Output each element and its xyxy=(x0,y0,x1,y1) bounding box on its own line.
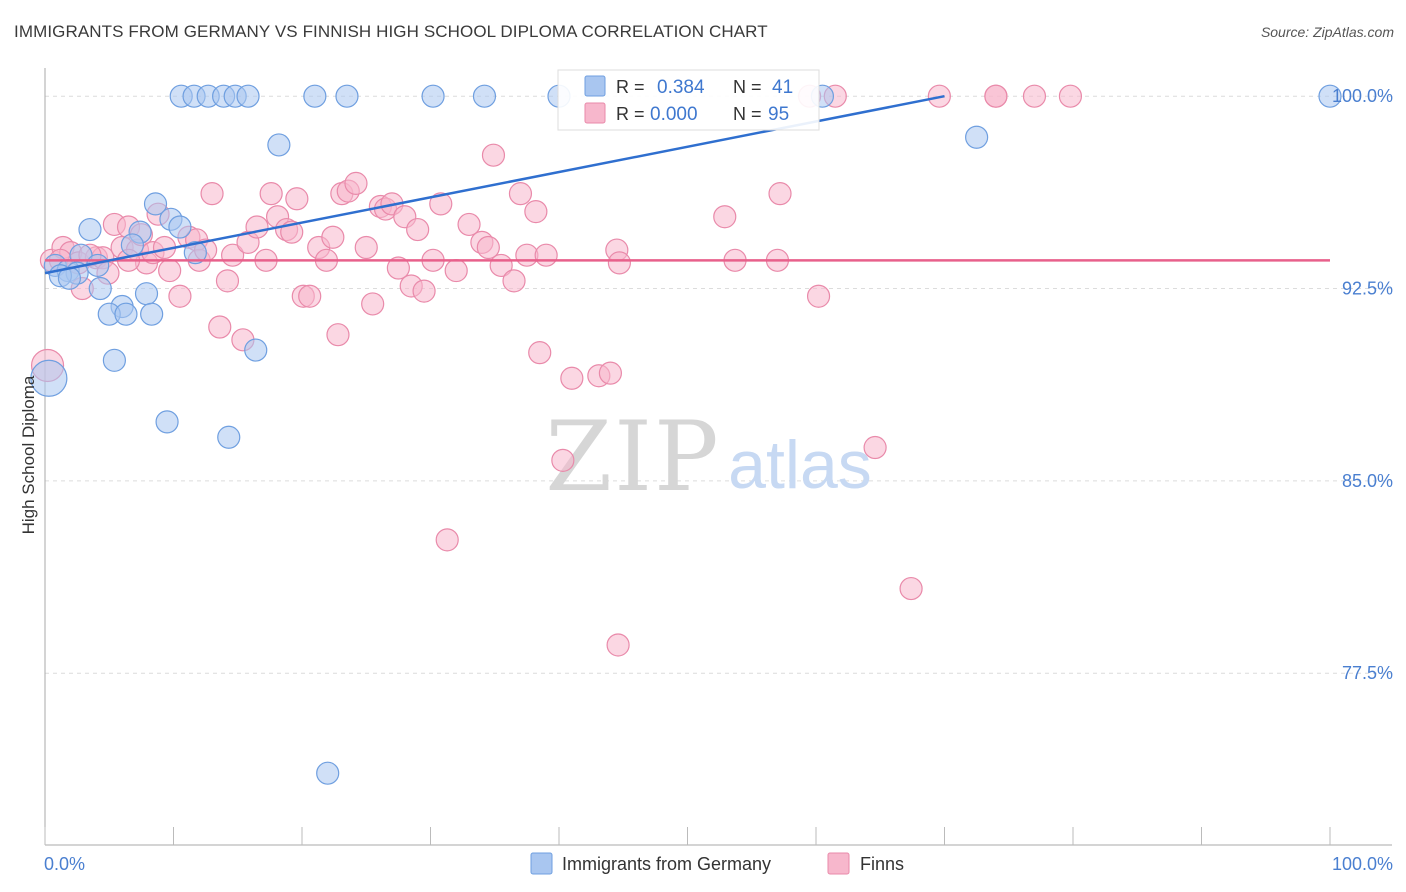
point-immigrants-from-germany xyxy=(120,233,144,257)
point-finns xyxy=(344,171,368,195)
point-finns xyxy=(200,182,224,206)
point-finns xyxy=(168,284,192,308)
point-finns xyxy=(551,448,575,472)
stats-legend: R = 0.384 N = 41 R = 0.000 N = 95 xyxy=(557,69,820,131)
y-tick-label: 100.0% xyxy=(1332,86,1393,106)
point-immigrants-from-germany xyxy=(102,348,126,372)
watermark-atlas: atlas xyxy=(728,427,872,503)
point-immigrants-from-germany xyxy=(303,84,327,108)
point-finns xyxy=(429,192,453,216)
point-finns xyxy=(444,258,468,283)
point-finns xyxy=(984,84,1008,108)
point-immigrants-from-germany xyxy=(316,761,340,785)
point-finns xyxy=(285,187,309,211)
point-immigrants-from-germany xyxy=(335,84,359,108)
point-finns xyxy=(326,323,350,347)
point-finns xyxy=(598,361,623,385)
point-finns xyxy=(534,243,558,267)
y-tick-label: 77.5% xyxy=(1342,663,1393,683)
x-tick-label: 0.0% xyxy=(44,854,85,874)
legend-label-immigrants[interactable]: Immigrants from Germany xyxy=(562,854,771,874)
point-finns xyxy=(481,143,506,167)
point-immigrants-from-germany xyxy=(1318,84,1342,108)
point-finns xyxy=(208,315,232,339)
point-immigrants-from-germany xyxy=(244,338,268,362)
stats-n-value-b: 95 xyxy=(768,104,789,125)
point-finns xyxy=(158,258,182,283)
point-finns xyxy=(386,256,410,280)
point-immigrants-from-germany xyxy=(168,215,192,239)
axes xyxy=(44,68,1392,846)
point-immigrants-from-germany xyxy=(140,302,164,326)
point-finns xyxy=(502,269,526,293)
bottom-legend: Immigrants from Germany Finns xyxy=(530,852,904,875)
point-finns xyxy=(528,341,552,365)
point-finns xyxy=(606,633,630,657)
y-tick-label: 85.0% xyxy=(1342,471,1393,491)
y-tick-labels: 100.0% 92.5% 85.0% 77.5% xyxy=(1332,86,1393,683)
legend-swatch-finns[interactable] xyxy=(827,852,850,875)
point-immigrants-from-germany xyxy=(88,276,112,301)
grid-lines xyxy=(45,95,1392,674)
point-finns xyxy=(321,225,345,249)
point-finns xyxy=(806,284,831,308)
point-finns xyxy=(560,366,584,390)
point-finns xyxy=(1022,84,1047,108)
point-finns xyxy=(1058,84,1083,108)
point-finns xyxy=(713,205,737,229)
point-finns xyxy=(215,269,240,293)
point-finns xyxy=(361,292,385,316)
point-finns xyxy=(899,576,923,601)
stats-r-value-a: 0.384 xyxy=(657,77,705,98)
stats-n-value-a: 41 xyxy=(772,77,793,98)
source-credit: Source: ZipAtlas.com xyxy=(1260,24,1394,40)
stats-swatch-finns xyxy=(584,102,606,124)
point-finns xyxy=(435,528,459,552)
point-finns xyxy=(259,182,283,206)
point-immigrants-from-germany xyxy=(155,410,179,434)
point-immigrants-from-germany xyxy=(421,84,445,108)
chart-title: IMMIGRANTS FROM GERMANY VS FINNISH HIGH … xyxy=(14,22,768,41)
series-immigrants-from-germany xyxy=(30,84,1342,785)
point-immigrants-from-germany xyxy=(236,84,260,108)
point-finns xyxy=(406,217,430,242)
point-finns xyxy=(354,235,378,260)
point-immigrants-from-germany xyxy=(183,241,207,265)
watermark: ZIP atlas xyxy=(545,401,871,513)
point-finns xyxy=(607,251,631,275)
point-immigrants-from-germany xyxy=(143,192,168,216)
point-immigrants-from-germany xyxy=(114,302,138,326)
y-tick-label: 92.5% xyxy=(1342,279,1393,299)
point-finns xyxy=(457,212,481,237)
legend-swatch-immigrants[interactable] xyxy=(530,852,553,875)
point-finns xyxy=(412,279,436,303)
point-immigrants-from-germany xyxy=(30,359,68,397)
point-immigrants-from-germany xyxy=(78,217,102,242)
point-immigrants-from-germany xyxy=(217,425,241,449)
stats-n-label-a: N = xyxy=(733,77,762,97)
watermark-zip: ZIP xyxy=(545,401,720,513)
point-immigrants-from-germany xyxy=(267,133,291,157)
point-immigrants-from-germany xyxy=(472,84,497,108)
point-immigrants-from-germany xyxy=(134,282,159,306)
stats-n-label-b: N = xyxy=(733,104,762,124)
point-finns xyxy=(768,182,792,206)
x-tick-label: 100.0% xyxy=(1332,854,1393,874)
point-finns xyxy=(476,235,500,260)
x-tick-labels: 0.0% 100.0% xyxy=(44,854,1393,874)
stats-r-value-b: 0.000 xyxy=(650,104,698,125)
stats-r-label-a: R = xyxy=(616,77,645,97)
stats-swatch-immigrants xyxy=(584,75,606,97)
y-axis-label: High School Diploma xyxy=(19,375,38,534)
series-finns xyxy=(30,84,1083,657)
point-finns xyxy=(245,215,269,239)
point-immigrants-from-germany xyxy=(965,125,989,149)
stats-r-label-b: R = xyxy=(616,104,645,124)
point-finns xyxy=(508,182,533,206)
point-finns xyxy=(298,284,322,308)
point-finns xyxy=(524,200,548,224)
legend-label-finns[interactable]: Finns xyxy=(860,854,904,874)
point-finns xyxy=(863,435,887,460)
